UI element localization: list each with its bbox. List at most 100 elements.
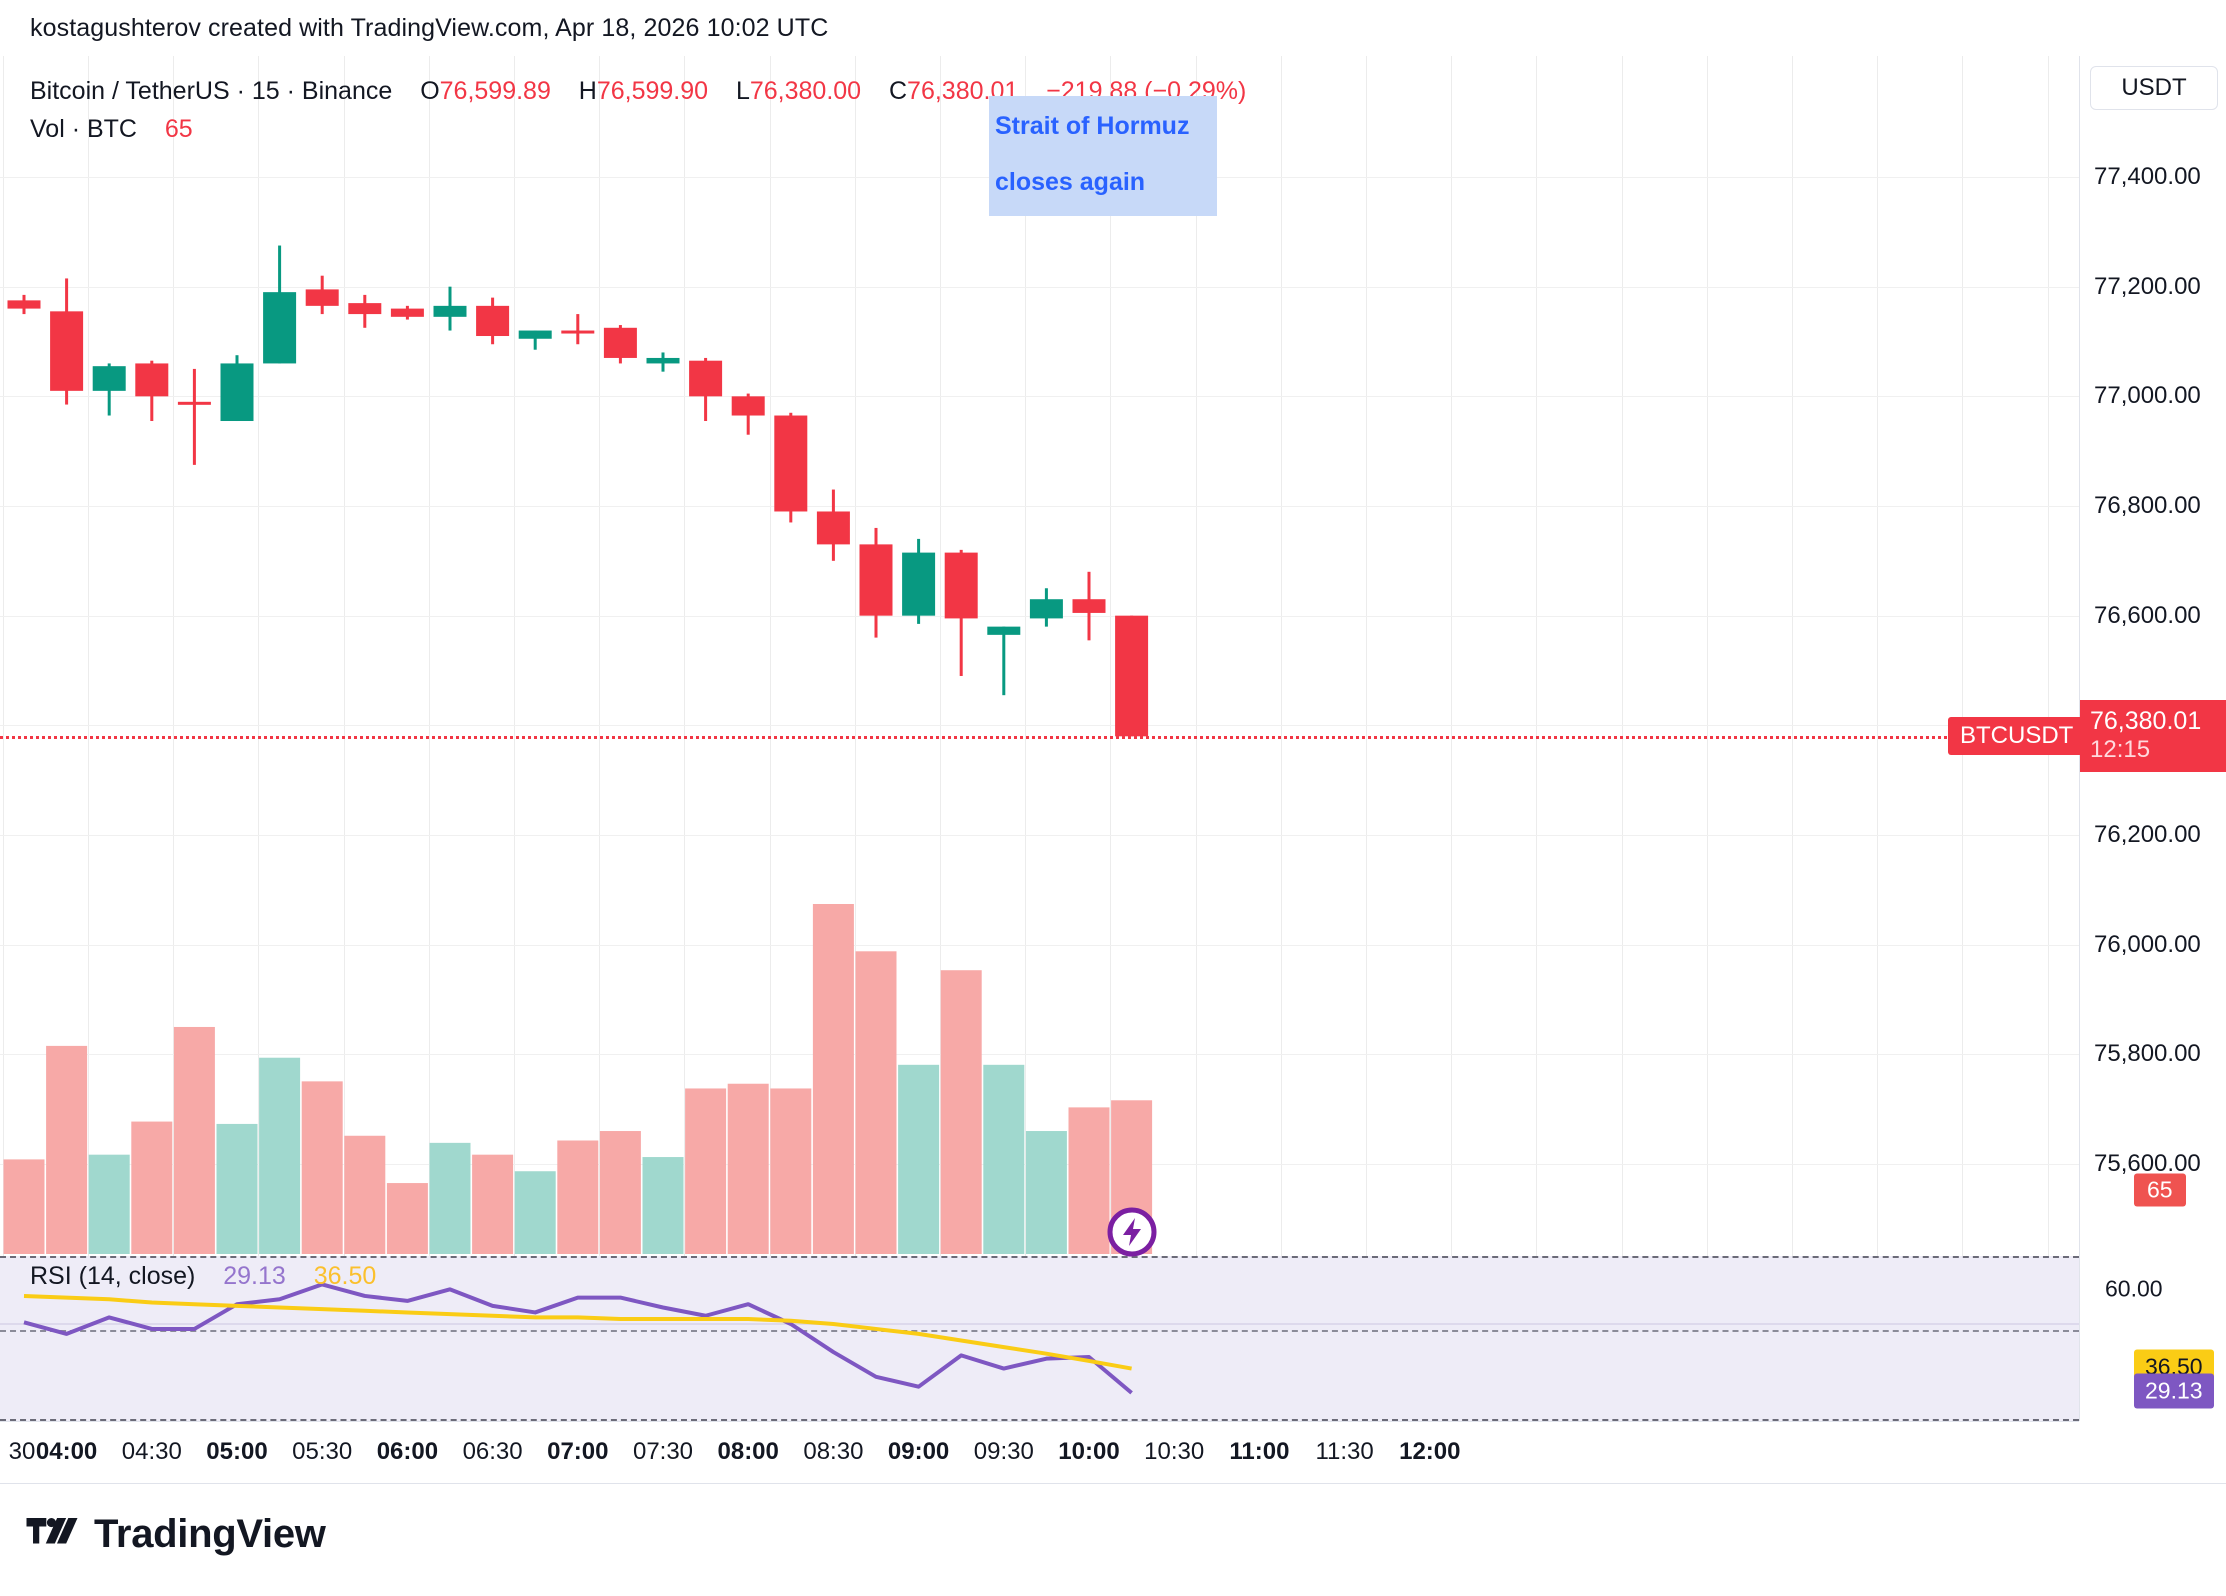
current-price-value: 76,380.01 (2090, 707, 2202, 736)
candle (50, 278, 84, 405)
current-price-countdown: 12:15 (2090, 736, 2151, 764)
time-axis-tick: 07:30 (632, 1438, 694, 1465)
rsi-line (23, 1293, 1132, 1371)
lightning-bolt-icon[interactable] (1106, 1206, 1158, 1263)
legend-symbol[interactable]: Bitcoin / TetherUS (30, 77, 230, 105)
candle (561, 314, 595, 345)
candle (263, 245, 297, 364)
time-axis-tick: 09:30 (973, 1438, 1034, 1465)
time-axis-tick: 30 (8, 1438, 36, 1465)
candle (177, 368, 211, 465)
price-axis-tick: 77,400.00 (2094, 163, 2201, 190)
candle (774, 412, 808, 523)
legend-low-value: 76,380.00 (749, 77, 862, 105)
volume-bar (429, 1142, 471, 1254)
legend-sep-2: · (286, 77, 295, 105)
time-axis-tick: 05:00 (206, 1438, 268, 1465)
volume-bar (983, 1064, 1025, 1254)
volume-bar (216, 1123, 258, 1254)
legend-high-value: 76,599.90 (596, 77, 709, 105)
time-axis-tick: 06:00 (376, 1438, 439, 1465)
volume-bar (557, 1140, 599, 1254)
volume-bar (1068, 1107, 1110, 1254)
volume-bar (770, 1088, 812, 1254)
volume-value-badge: 65 (2134, 1173, 2186, 1207)
volume-bar (344, 1135, 386, 1254)
volume-bar (642, 1157, 684, 1254)
price-axis-tick: 76,800.00 (2094, 492, 2201, 519)
legend-sep-1: · (236, 77, 245, 105)
candle (859, 527, 893, 638)
volume-bar (599, 1131, 641, 1254)
candlestick-series (7, 245, 1149, 737)
chart-legend: Bitcoin / TetherUS · 15 · Binance O 76,59… (30, 74, 1246, 146)
time-axis-tick: 08:00 (717, 1438, 779, 1465)
time-axis-tick: 10:30 (1144, 1438, 1205, 1465)
time-axis[interactable]: 30 04:00 04:30 05:00 05:30 06:00 06:30 07:00 07:… (0, 1422, 2226, 1484)
volume-bar (46, 1045, 88, 1254)
candle (220, 355, 254, 422)
time-axis-tick: 06:30 (462, 1438, 523, 1465)
time-axis-tick: 10:00 (1058, 1438, 1120, 1465)
candle (689, 357, 723, 422)
rsi-value-badge: 29.13 (2134, 1373, 2214, 1409)
price-axis-tick: 76,000.00 (2094, 930, 2201, 958)
current-price-badge: 76,380.01 12:15 (2080, 700, 2226, 773)
time-axis-tick: 04:00 (35, 1438, 98, 1465)
rsi-series (0, 1282, 2079, 1395)
candle (646, 352, 680, 372)
time-axis-tick: 09:00 (887, 1438, 950, 1465)
legend-low-label: L (735, 77, 750, 105)
candle (816, 489, 850, 561)
volume-series (3, 904, 1153, 1254)
candle (603, 325, 637, 364)
current-price-line (0, 736, 2079, 740)
volume-bar (386, 1183, 428, 1254)
attribution-text: kostagushterov created with TradingView.… (30, 14, 829, 42)
price-axis-tick: 75,600.00 (2094, 1150, 2201, 1177)
price-axis-tick: 76,200.00 (2094, 821, 2201, 848)
candle (348, 294, 382, 328)
current-price-symbol-tag: BTCUSDT (1948, 717, 2086, 756)
rsi-legend-label[interactable]: RSI (14, close) (30, 1262, 196, 1290)
candle (731, 393, 765, 435)
candle (944, 549, 978, 676)
volume-bar (472, 1154, 514, 1254)
time-axis-tick: 07:00 (547, 1438, 609, 1465)
annotation-line-1: Strait of Hormuz (995, 112, 1190, 140)
rsi-legend-value: 29.13 (223, 1262, 286, 1290)
price-axis[interactable]: USDT 77,400.00 77,200.00 77,000.00 76,800.0… (2079, 56, 2226, 1421)
time-axis-tick: 05:30 (292, 1438, 353, 1465)
currency-badge[interactable]: USDT (2090, 66, 2218, 110)
rsi-pane-separator (0, 1421, 2079, 1422)
time-axis-tick: 11:30 (1315, 1438, 1374, 1465)
legend-exchange: Binance (301, 77, 393, 105)
price-axis-tick: 77,200.00 (2094, 272, 2201, 300)
rsi-midline (0, 1330, 2079, 1332)
candle (1072, 571, 1106, 641)
time-axis-tick: 08:30 (803, 1438, 864, 1465)
candle (433, 286, 467, 331)
legend-volume-label[interactable]: Vol · BTC (30, 115, 137, 143)
volume-bar (898, 1064, 940, 1254)
legend-open-label: O (420, 77, 440, 105)
volume-bar (88, 1154, 130, 1254)
candle (518, 330, 552, 350)
rsi-pane[interactable] (0, 1256, 2079, 1421)
legend-interval[interactable]: 15 (251, 77, 280, 105)
volume-bar (3, 1159, 45, 1254)
candle (390, 305, 424, 320)
rsi-line (23, 1282, 1133, 1395)
volume-bar (1025, 1131, 1067, 1254)
chart-annotation-note[interactable]: Strait of Hormuz closes again (989, 96, 1217, 216)
volume-bar (812, 904, 854, 1254)
candle (305, 275, 339, 315)
price-axis-tick: 76,600.00 (2094, 601, 2201, 629)
rsi-legend-ma-value: 36.50 (313, 1262, 377, 1290)
candle (987, 626, 1021, 696)
legend-close-label: C (888, 77, 908, 105)
legend-volume-value: 65 (164, 115, 193, 143)
volume-bar (727, 1083, 769, 1254)
candle (135, 360, 169, 422)
